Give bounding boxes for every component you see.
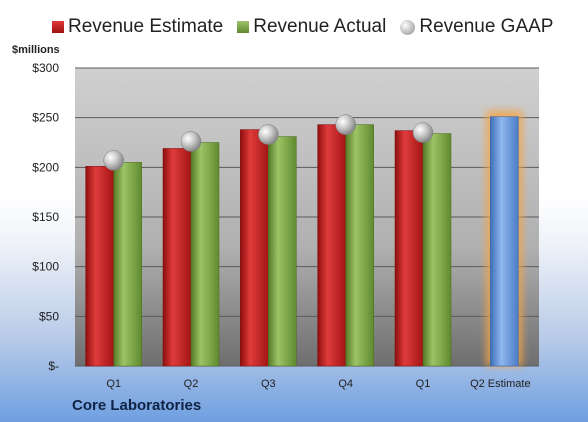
y-tick-label: $150 [32, 210, 59, 224]
company-name: Core Laboratories [72, 397, 202, 414]
gaap-marker [335, 114, 356, 135]
actual-bar [113, 162, 142, 367]
x-tick-label: Q1 [416, 378, 431, 390]
y-tick-label: $200 [32, 160, 59, 174]
gaap-marker [103, 150, 124, 171]
actual-bar [268, 136, 297, 367]
actual-bar [345, 124, 374, 367]
gaap-marker [180, 131, 202, 152]
legend-label-estimate: Revenue Estimate [68, 16, 224, 37]
estimate-bar [317, 124, 346, 367]
legend-label-gaap: Revenue GAAP [419, 16, 554, 37]
actual-bar [422, 133, 452, 367]
y-tick-label: $250 [32, 111, 59, 125]
legend-item-actual: Revenue Actual [237, 16, 386, 38]
estimate-bar-future [490, 116, 519, 367]
y-tick-label: $- [48, 359, 59, 373]
estimate-bar [162, 148, 192, 367]
legend-swatch-gaap [400, 19, 416, 35]
estimate-bar [85, 166, 114, 367]
x-tick-label: Q4 [338, 378, 353, 390]
x-tick-label: Q3 [261, 378, 276, 390]
x-tick-label: Q2 [184, 378, 199, 390]
legend-label-actual: Revenue Actual [253, 16, 387, 37]
legend-swatch-estimate [52, 21, 64, 33]
y-tick-label: $300 [32, 61, 59, 75]
legend-swatch-actual [237, 21, 250, 33]
y-tick-label: $100 [32, 260, 59, 274]
actual-bar [190, 142, 220, 367]
gaap-marker [258, 124, 279, 145]
estimate-bar [240, 129, 269, 367]
estimate-bar [394, 130, 424, 367]
legend-item-gaap: Revenue GAAP [400, 16, 553, 38]
x-tick-label: Q1 [106, 378, 121, 390]
y-tick-label: $50 [39, 309, 59, 323]
x-tick-label: Q2 Estimate [470, 378, 531, 390]
gaap-marker [412, 122, 434, 143]
legend-item-estimate: Revenue Estimate [52, 16, 223, 38]
y-axis-unit-label: $millions [12, 44, 60, 56]
legend: Revenue Estimate Revenue Actual Revenue … [52, 16, 553, 38]
